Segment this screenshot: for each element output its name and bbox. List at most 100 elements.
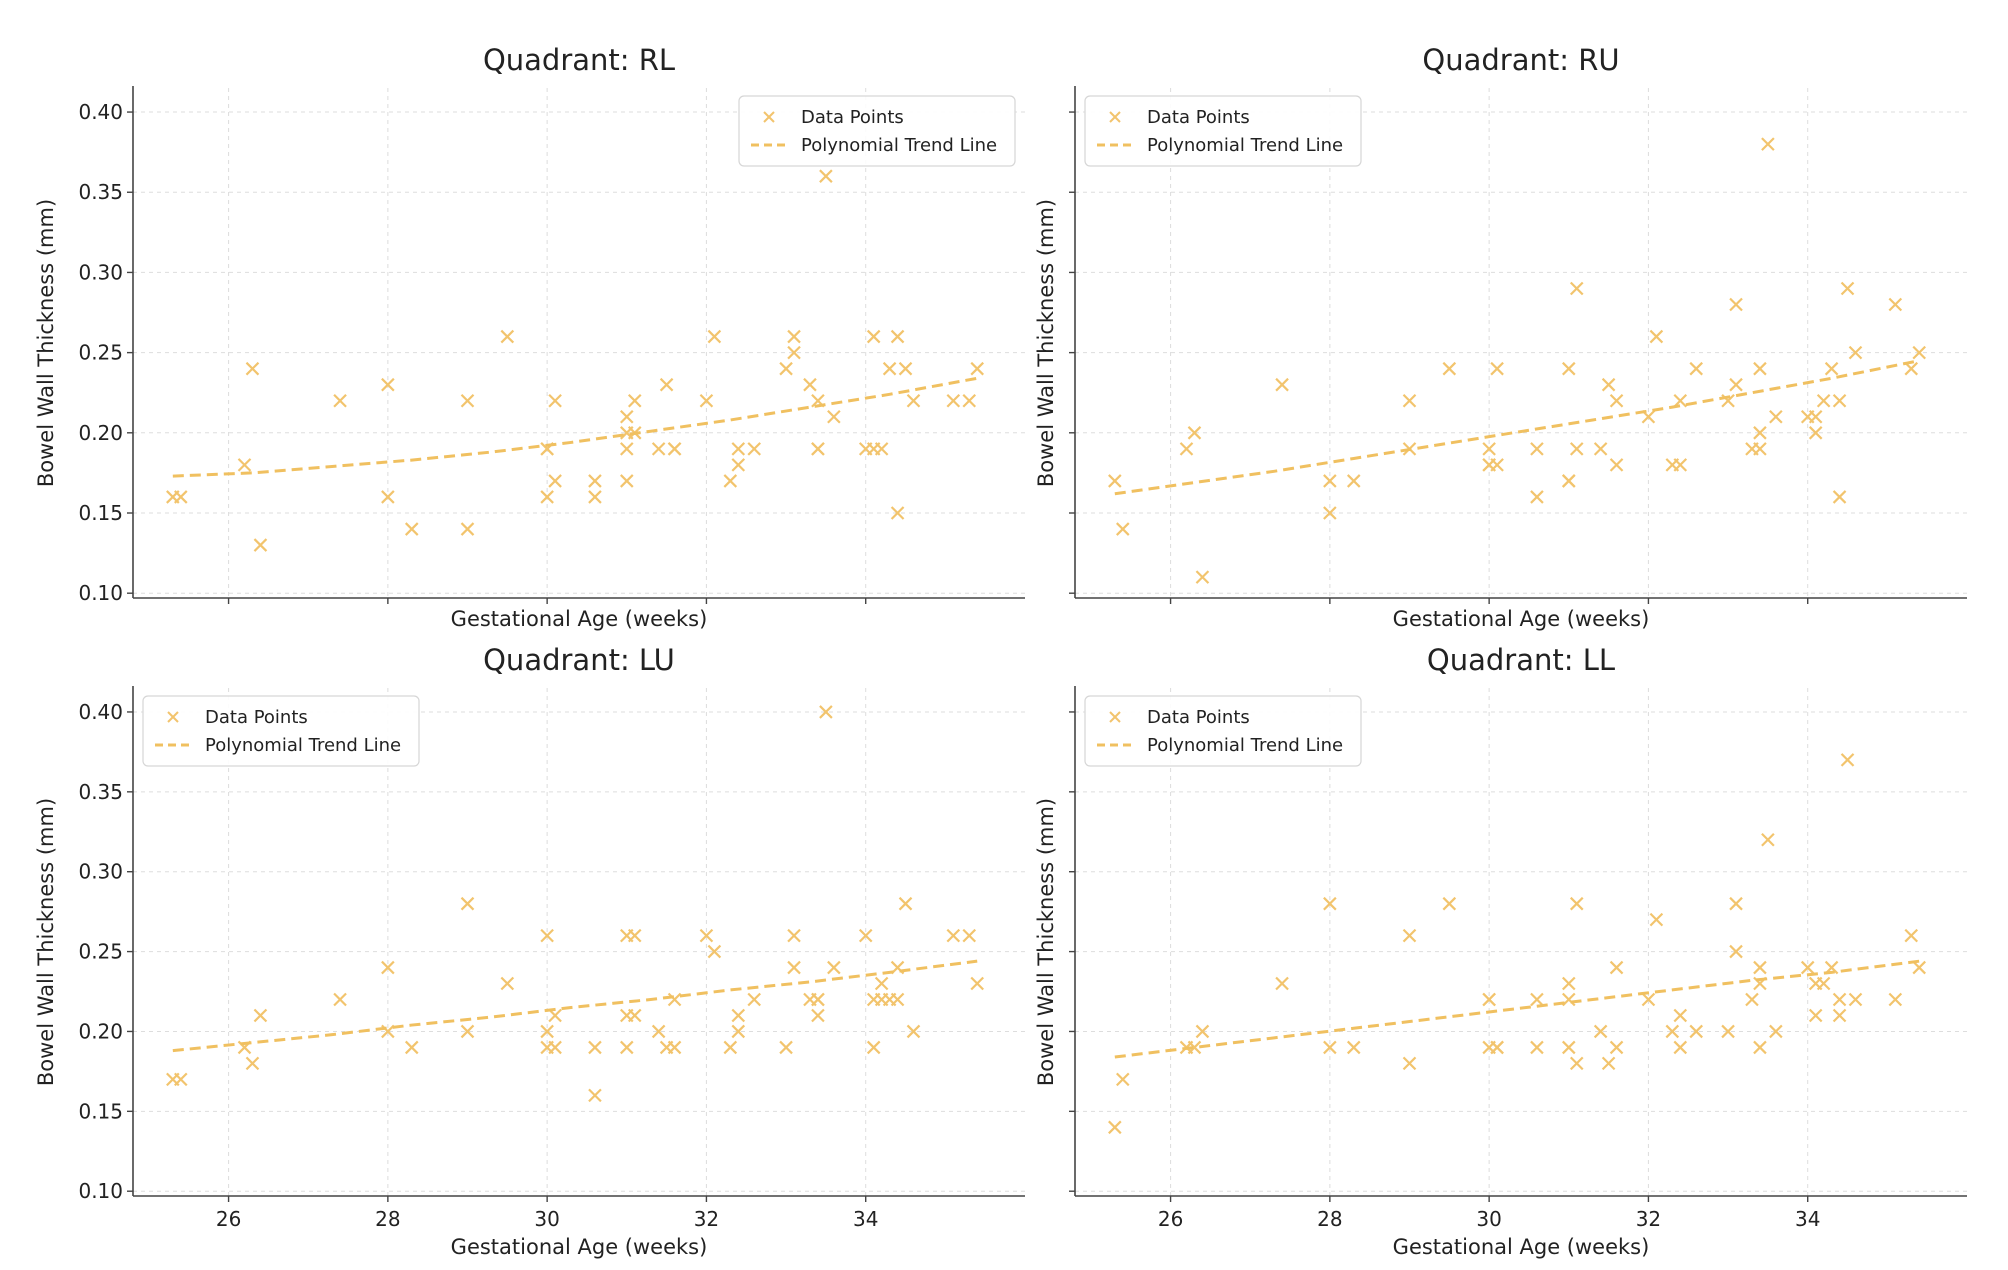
data-point [827, 409, 841, 424]
chart-title: Quadrant: RU [1422, 43, 1619, 77]
data-point [1816, 976, 1831, 991]
data-point [1562, 976, 1576, 991]
data-point [819, 705, 833, 719]
data-point-stroke [866, 1040, 881, 1055]
data-point [906, 1024, 921, 1039]
data-point [1753, 1040, 1767, 1055]
data-point-stroke [1904, 361, 1919, 376]
data-point-stroke [460, 896, 475, 911]
data-point-stroke [1649, 329, 1664, 344]
data-point-stroke [1569, 896, 1584, 911]
data-point-stroke [1609, 1040, 1624, 1055]
data-point-stroke [1442, 361, 1457, 376]
data-point [699, 928, 714, 943]
data-point-stroke [1108, 1120, 1122, 1135]
chart-title: Quadrant: RL [483, 43, 675, 77]
data-point-stroke [1323, 506, 1337, 520]
x-tick-label: 26 [216, 1207, 241, 1231]
data-point [819, 169, 833, 183]
data-point [667, 1040, 682, 1055]
data-point [174, 1072, 188, 1087]
data-point [811, 992, 825, 1007]
data-point [460, 896, 475, 911]
legend-label: Polynomial Trend Line [1147, 735, 1343, 756]
data-point [1609, 458, 1624, 472]
data-point-stroke [1649, 912, 1664, 927]
data-point-stroke [723, 474, 738, 488]
data-point-stroke [779, 1040, 793, 1055]
y-axis-label: Bowel Wall Thickness (mm) [1034, 199, 1058, 487]
data-point [1649, 912, 1664, 927]
data-point [1769, 409, 1783, 424]
data-point-stroke [1832, 393, 1847, 408]
data-point-stroke [620, 409, 634, 424]
data-point-stroke [460, 393, 475, 408]
data-point [667, 992, 682, 1007]
legend-marker-stroke [1109, 711, 1121, 723]
data-point-stroke [667, 1040, 682, 1055]
data-point [245, 361, 260, 376]
x-axis-label: Gestational Age (weeks) [451, 1235, 708, 1259]
data-point [1482, 442, 1496, 456]
data-point [747, 442, 761, 456]
data-point-stroke [819, 169, 833, 183]
data-point-stroke [962, 393, 977, 408]
data-point-stroke [174, 1072, 188, 1087]
data-point [1442, 896, 1457, 911]
data-point-stroke [946, 393, 961, 408]
data-point [723, 474, 738, 488]
data-point-stroke [1275, 976, 1289, 991]
data-point-stroke [1808, 426, 1823, 440]
data-point [858, 928, 873, 943]
data-point-stroke [731, 458, 746, 472]
data-point [731, 1008, 746, 1023]
data-point [620, 1040, 634, 1055]
legend: Data Points Polynomial Trend Line [1084, 95, 1362, 167]
data-point [1673, 393, 1688, 408]
data-point-stroke [970, 976, 984, 991]
data-point [731, 442, 746, 456]
data-point-stroke [747, 442, 761, 456]
data-point-stroke [970, 361, 984, 376]
data-point-stroke [381, 960, 395, 975]
data-point [540, 1024, 554, 1039]
data-point-stroke [253, 538, 268, 552]
data-point [333, 992, 347, 1007]
data-point [1490, 458, 1504, 472]
data-point-stroke [731, 1008, 746, 1023]
data-point-stroke [874, 442, 889, 456]
data-point-stroke [707, 944, 722, 959]
data-point-stroke [1601, 377, 1616, 392]
data-point-stroke [1641, 409, 1656, 424]
y-tick-label: 0.40 [78, 100, 123, 124]
data-point [1753, 960, 1767, 975]
data-point-stroke [1729, 944, 1743, 959]
data-point-stroke [1562, 474, 1576, 488]
data-point [1482, 992, 1496, 1007]
data-point [460, 522, 475, 536]
data-point [627, 928, 642, 943]
data-point-stroke [1816, 393, 1831, 408]
data-point [588, 474, 602, 488]
trend-line [172, 959, 978, 1053]
data-point [962, 393, 977, 408]
data-point [1824, 361, 1839, 376]
data-point-stroke [1116, 1072, 1130, 1087]
y-tick-label: 0.15 [78, 1099, 123, 1123]
legend-label: Polynomial Trend Line [1147, 135, 1343, 156]
data-point [588, 1088, 602, 1103]
data-point [1323, 1040, 1337, 1055]
data-point-stroke [651, 1024, 666, 1039]
data-point [787, 345, 801, 360]
data-point-stroke [588, 474, 602, 488]
data-point [731, 1024, 746, 1039]
data-point-stroke [1562, 361, 1576, 376]
data-point [659, 377, 674, 392]
data-point [1530, 442, 1544, 456]
data-point [253, 1008, 268, 1023]
data-point-stroke [1745, 992, 1759, 1007]
data-point [946, 393, 961, 408]
data-point [1761, 137, 1775, 151]
chart-panel-1: 0.10 0.15 0.20 0.25 0.30 0.35 0.40 Quadrant: RL… [34, 43, 1025, 631]
data-point [898, 361, 913, 376]
